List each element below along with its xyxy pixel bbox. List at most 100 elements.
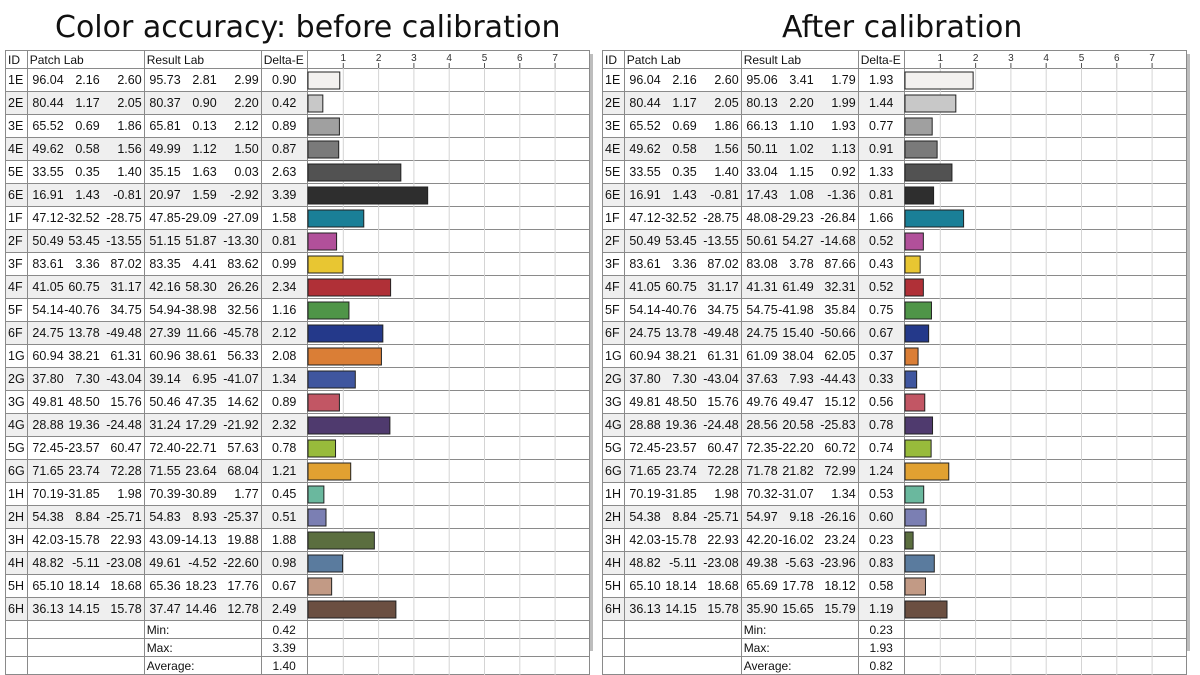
patch-lab-values: 42.03-15.78 22.93 bbox=[26, 528, 145, 552]
bar-cell bbox=[306, 114, 590, 138]
patch-lab-b: -0.81 bbox=[710, 188, 739, 202]
bar-cell bbox=[306, 482, 590, 506]
patch-lab-b: 72.28 bbox=[707, 464, 739, 478]
patch-lab-a: 1.43 bbox=[75, 188, 100, 202]
patch-lab-b: -24.48 bbox=[703, 418, 739, 432]
summary-min-value: 0.23 bbox=[857, 620, 905, 639]
result-lab-l: 65.69 bbox=[746, 579, 778, 593]
bar-cell bbox=[306, 390, 590, 414]
result-lab-values: 49.99 1.12 1.50 bbox=[143, 137, 262, 161]
delta-e-value: 0.81 bbox=[260, 229, 308, 253]
table-row: 1G 60.94 38.21 61.31 60.96 38.61 56.33 2.08 bbox=[5, 344, 590, 368]
result-lab-a: 21.82 bbox=[782, 464, 814, 478]
patch-lab-a: 3.36 bbox=[75, 257, 100, 271]
result-lab-a: 6.95 bbox=[192, 372, 217, 386]
result-lab-l: 28.56 bbox=[746, 418, 778, 432]
result-lab-values: 49.76 49.47 15.12 bbox=[740, 390, 859, 414]
result-lab-b: -1.36 bbox=[827, 188, 856, 202]
bar-cell bbox=[903, 160, 1187, 184]
patch-lab-a: 0.58 bbox=[672, 142, 697, 156]
patch-id: 5F bbox=[5, 298, 28, 322]
delta-e-value: 0.83 bbox=[857, 551, 905, 575]
summary-min-label: Min: bbox=[740, 620, 859, 639]
empty-cell bbox=[623, 620, 742, 639]
header-patch-lab: Patch Lab bbox=[623, 50, 742, 69]
empty-cell bbox=[903, 656, 1187, 675]
table-row: 2H 54.38 8.84 -25.71 54.83 8.93 -25.37 0.51 bbox=[5, 505, 590, 529]
patch-lab-b: 60.47 bbox=[110, 441, 142, 455]
table-row: 2G 37.80 7.30 -43.04 39.14 6.95 -41.07 1.34 bbox=[5, 367, 590, 391]
patch-id: 3H bbox=[602, 528, 625, 552]
patch-lab-l: 60.94 bbox=[629, 349, 661, 363]
patch-lab-a: -31.85 bbox=[661, 487, 697, 501]
patch-id: 4F bbox=[5, 275, 28, 299]
patch-id: 6G bbox=[602, 459, 625, 483]
delta-e-value: 3.39 bbox=[260, 183, 308, 207]
result-lab-b: 1.34 bbox=[831, 487, 856, 501]
bar-cell bbox=[903, 137, 1187, 161]
result-lab-a: 14.46 bbox=[185, 602, 217, 616]
patch-lab-values: 54.38 8.84 -25.71 bbox=[26, 505, 145, 529]
result-lab-b: 87.66 bbox=[824, 257, 856, 271]
result-lab-a: 1.59 bbox=[192, 188, 217, 202]
result-lab-a: 58.30 bbox=[185, 280, 217, 294]
summary-average-value: 0.82 bbox=[857, 656, 905, 675]
result-lab-values: 27.39 11.66 -45.78 bbox=[143, 321, 262, 345]
bar-cell bbox=[903, 298, 1187, 322]
bar-cell bbox=[903, 275, 1187, 299]
patch-id: 4H bbox=[602, 551, 625, 575]
delta-e-value: 0.52 bbox=[857, 275, 905, 299]
result-lab-l: 49.38 bbox=[746, 556, 778, 570]
table-row: 6F 24.75 13.78 -49.48 24.75 15.40 -50.66 0.67 bbox=[602, 321, 1187, 345]
table-row: 5F 54.14-40.76 34.75 54.94-38.98 32.56 1.16 bbox=[5, 298, 590, 322]
patch-lab-l: 50.49 bbox=[629, 234, 661, 248]
patch-lab-b: -13.55 bbox=[106, 234, 142, 248]
bar-cell bbox=[306, 597, 590, 621]
table-row: 4F 41.05 60.75 31.17 42.16 58.30 26.26 2.34 bbox=[5, 275, 590, 299]
delta-e-value: 1.24 bbox=[857, 459, 905, 483]
patch-lab-b: -23.08 bbox=[106, 556, 142, 570]
delta-e-value: 0.43 bbox=[857, 252, 905, 276]
result-lab-b: 12.78 bbox=[227, 602, 259, 616]
bar-cell bbox=[903, 390, 1187, 414]
delta-e-table: ID Patch Lab Result Lab Delta-E 1E 96.04 2.16 2… bbox=[602, 50, 1187, 675]
patch-id: 3F bbox=[5, 252, 28, 276]
result-lab-a: -38.98 bbox=[181, 303, 217, 317]
table-row: 6H 36.13 14.15 15.78 37.47 14.46 12.78 2.49 bbox=[5, 597, 590, 621]
patch-id: 6E bbox=[5, 183, 28, 207]
patch-lab-a: 53.45 bbox=[68, 234, 100, 248]
patch-lab-a: 2.16 bbox=[75, 73, 100, 87]
table-row: 4H 48.82 -5.11 -23.08 49.38 -5.63 -23.96 0.83 bbox=[602, 551, 1187, 575]
bar-cell bbox=[306, 321, 590, 345]
patch-lab-b: 87.02 bbox=[110, 257, 142, 271]
patch-id: 2H bbox=[602, 505, 625, 529]
patch-id: 2F bbox=[5, 229, 28, 253]
result-lab-a: -16.02 bbox=[778, 533, 814, 547]
delta-e-value: 1.88 bbox=[260, 528, 308, 552]
patch-id: 2E bbox=[5, 91, 28, 115]
summary-min-value: 0.42 bbox=[260, 620, 308, 639]
bar-cell bbox=[306, 413, 590, 437]
patch-lab-b: -0.81 bbox=[113, 188, 142, 202]
patch-id: 2G bbox=[5, 367, 28, 391]
result-lab-values: 54.75-41.98 35.84 bbox=[740, 298, 859, 322]
result-lab-b: 23.24 bbox=[824, 533, 856, 547]
patch-lab-l: 36.13 bbox=[32, 602, 64, 616]
result-lab-values: 47.85-29.09 -27.09 bbox=[143, 206, 262, 230]
patch-lab-l: 33.55 bbox=[629, 165, 661, 179]
result-lab-l: 37.47 bbox=[149, 602, 181, 616]
patch-lab-l: 96.04 bbox=[32, 73, 64, 87]
result-lab-values: 50.46 47.35 14.62 bbox=[143, 390, 262, 414]
result-lab-l: 42.16 bbox=[149, 280, 181, 294]
table-row: 6E 16.91 1.43 -0.81 17.43 1.08 -1.36 0.81 bbox=[602, 183, 1187, 207]
result-lab-l: 61.09 bbox=[746, 349, 778, 363]
bar-cell bbox=[306, 436, 590, 460]
result-lab-a: -22.20 bbox=[778, 441, 814, 455]
result-lab-values: 54.97 9.18 -26.16 bbox=[740, 505, 859, 529]
patch-lab-l: 50.49 bbox=[32, 234, 64, 248]
result-lab-l: 70.39 bbox=[149, 487, 181, 501]
result-lab-b: 2.99 bbox=[234, 73, 259, 87]
patch-lab-a: 3.36 bbox=[672, 257, 697, 271]
result-lab-values: 70.32-31.07 1.34 bbox=[740, 482, 859, 506]
delta-e-value: 1.93 bbox=[857, 68, 905, 92]
